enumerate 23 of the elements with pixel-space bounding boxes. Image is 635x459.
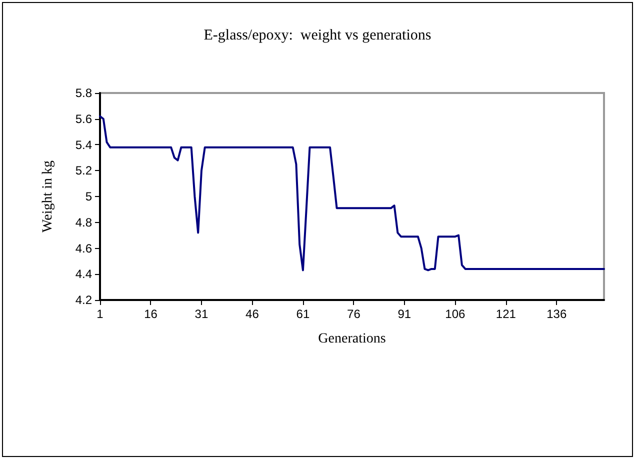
y-tick-label: 5.2 [75,164,92,178]
x-tick-label: 1 [96,307,104,321]
x-tick-label: 121 [496,307,516,321]
line-series [99,115,605,272]
y-tick-label: 4.8 [75,215,92,230]
x-tick-label: 46 [246,307,260,321]
x-tick-label: 91 [398,307,412,321]
y-tick-label: 4.2 [75,293,92,307]
x-tick-label: 106 [445,307,466,321]
x-tick-label: 136 [546,307,567,321]
y-tick-label: 5.6 [75,112,92,126]
y-tick-label: 5.8 [75,86,92,100]
y-axis-title: Weight in kg [40,160,56,232]
y-tick-label: 4.4 [75,267,92,282]
x-tick-label: 16 [144,307,158,321]
x-axis-title: Generations [318,332,386,346]
x-tick-label: 31 [194,307,208,321]
y-tick-label: 4.6 [75,241,92,256]
chart-title: E-glass/epoxy: weight vs generations [204,28,432,44]
x-tick-label: 61 [296,307,310,321]
y-tick-label: 5.4 [75,138,92,152]
y-tick-label: 5 [85,190,92,204]
x-tick-label: 76 [347,307,361,321]
